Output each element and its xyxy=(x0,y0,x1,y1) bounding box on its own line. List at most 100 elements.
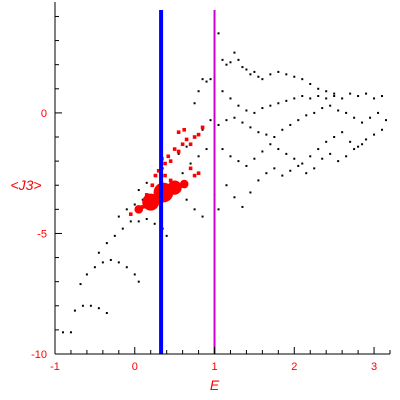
data-point xyxy=(305,172,308,175)
data-point xyxy=(81,304,84,307)
data-point xyxy=(333,95,336,98)
data-point xyxy=(285,99,288,102)
data-point xyxy=(249,191,252,194)
data-point-highlight xyxy=(128,212,133,216)
data-point xyxy=(301,162,304,165)
data-point xyxy=(285,152,288,155)
data-point xyxy=(293,97,296,100)
data-point xyxy=(217,32,220,35)
data-point xyxy=(181,172,184,175)
data-point-highlight xyxy=(188,166,193,171)
data-point xyxy=(265,133,268,136)
data-point-highlight xyxy=(156,168,161,173)
data-point xyxy=(257,75,260,78)
data-point xyxy=(317,95,320,98)
x-axis-title: E xyxy=(210,377,220,393)
data-point xyxy=(353,148,356,151)
data-point xyxy=(209,119,212,122)
data-point xyxy=(277,148,280,151)
data-point-highlight xyxy=(182,127,187,132)
data-point xyxy=(137,280,140,283)
data-point xyxy=(245,68,248,71)
data-point xyxy=(301,78,304,81)
data-point xyxy=(201,78,204,81)
data-point xyxy=(61,331,64,334)
data-point xyxy=(333,92,336,95)
x-tick-label: 3 xyxy=(371,361,377,373)
data-point xyxy=(281,174,284,177)
data-point xyxy=(277,70,280,73)
data-point xyxy=(245,164,248,167)
data-point xyxy=(313,167,316,170)
data-point xyxy=(209,78,212,81)
data-point xyxy=(345,111,348,114)
data-point xyxy=(117,215,120,218)
data-point xyxy=(325,140,328,143)
data-point xyxy=(117,261,120,264)
data-point xyxy=(257,179,260,182)
data-point xyxy=(309,155,312,158)
data-point xyxy=(105,242,108,245)
data-point xyxy=(229,97,232,100)
data-point xyxy=(381,128,384,131)
data-point xyxy=(381,95,384,98)
data-point xyxy=(253,111,256,114)
data-point xyxy=(317,87,320,90)
data-point xyxy=(357,145,360,148)
data-point xyxy=(321,107,324,110)
data-point xyxy=(337,109,340,112)
data-point-highlight xyxy=(192,135,197,139)
data-point xyxy=(89,304,92,307)
data-point xyxy=(217,208,220,211)
data-point xyxy=(293,75,296,78)
data-point xyxy=(125,266,128,269)
data-point xyxy=(353,116,356,119)
data-point-highlight xyxy=(176,149,181,154)
data-point xyxy=(221,58,224,61)
data-point xyxy=(121,227,124,230)
data-point-highlight xyxy=(144,193,149,197)
data-point xyxy=(185,198,188,201)
data-point xyxy=(357,95,360,98)
data-point xyxy=(105,312,108,315)
data-point xyxy=(185,145,188,148)
data-point xyxy=(365,92,368,95)
data-point xyxy=(269,73,272,76)
data-point-highlight xyxy=(200,125,205,130)
data-point xyxy=(325,90,328,93)
data-point-highlight xyxy=(168,159,173,163)
data-point xyxy=(205,80,208,83)
data-point xyxy=(225,184,228,187)
data-point xyxy=(349,92,352,95)
data-point xyxy=(137,189,140,192)
data-point xyxy=(137,220,140,223)
data-point xyxy=(273,167,276,170)
data-point xyxy=(361,143,364,146)
y-axis-title: <J3> xyxy=(10,177,41,193)
data-point-highlight xyxy=(188,142,193,147)
data-point xyxy=(273,136,276,139)
data-point xyxy=(309,82,312,85)
data-point xyxy=(257,131,260,134)
data-point xyxy=(317,148,320,151)
x-tick-label: 2 xyxy=(291,361,297,373)
data-point xyxy=(309,97,312,100)
data-point xyxy=(249,73,252,76)
data-point xyxy=(85,273,88,276)
data-point xyxy=(289,169,292,172)
y-tick-label: 0 xyxy=(41,108,47,120)
data-point xyxy=(361,121,364,124)
data-point xyxy=(261,150,264,153)
axes: -1 0 1 2 30-5-10 xyxy=(31,2,391,373)
data-point xyxy=(305,114,308,117)
data-point-highlight xyxy=(196,171,201,175)
data-point xyxy=(365,138,368,141)
data-point xyxy=(385,119,388,122)
data-point xyxy=(329,104,332,107)
data-point-highlight xyxy=(167,180,182,195)
data-point xyxy=(337,160,340,163)
x-tick-label: 1 xyxy=(211,361,217,373)
data-point xyxy=(205,148,208,151)
data-point-highlight xyxy=(153,173,158,178)
y-tick-label: -10 xyxy=(31,349,47,361)
